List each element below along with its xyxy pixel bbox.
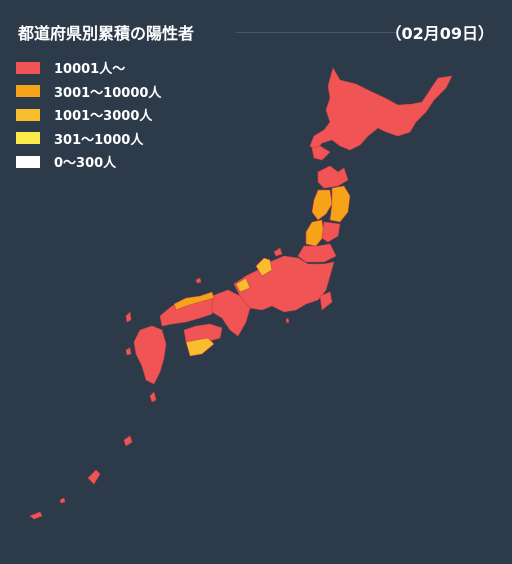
map-date: （02月09日） [385, 24, 494, 43]
legend-item: 10001人〜 [16, 56, 161, 80]
region-yaeyama[interactable] [29, 511, 43, 520]
region-sado[interactable] [273, 247, 283, 257]
region-kyushu[interactable] [133, 325, 167, 385]
legend-swatch [16, 85, 40, 98]
region-kansai[interactable] [211, 289, 251, 337]
region-hokkaido-southwest[interactable] [311, 145, 331, 161]
region-amami[interactable] [123, 435, 133, 447]
region-okinawa[interactable] [87, 469, 101, 485]
region-tottori-shimane[interactable] [173, 291, 215, 311]
legend-label: 1001〜3000人 [54, 109, 153, 125]
legend-swatch [16, 61, 40, 74]
legend-label: 301〜1000人 [54, 132, 144, 148]
legend-item: 3001〜10000人 [16, 80, 161, 104]
region-yamagata[interactable] [305, 219, 325, 247]
map-title: 都道府県別累積の陽性者 [18, 24, 195, 43]
legend-item: 0〜300人 [16, 150, 161, 174]
region-akita[interactable] [311, 189, 333, 221]
legend-swatch [16, 108, 40, 121]
legend-swatch [16, 155, 40, 168]
region-tanegashima[interactable] [149, 391, 157, 403]
region-ishikawa[interactable] [255, 257, 273, 277]
title-rule [236, 32, 396, 33]
region-fukui[interactable] [235, 277, 251, 293]
legend: 10001人〜 3001〜10000人 1001〜3000人 301〜1000人… [16, 56, 161, 174]
region-chiba[interactable] [319, 291, 333, 311]
region-fukushima[interactable] [297, 243, 337, 263]
legend-swatch [16, 132, 40, 145]
region-goto[interactable] [125, 347, 132, 356]
region-oki[interactable] [195, 277, 202, 284]
legend-label: 0〜300人 [54, 156, 117, 172]
region-kochi[interactable] [185, 337, 215, 357]
region-hokkaido[interactable] [309, 67, 453, 151]
legend-item: 301〜1000人 [16, 127, 161, 151]
region-miyagi[interactable] [321, 221, 341, 243]
legend-label: 10001人〜 [54, 62, 126, 78]
region-iwate[interactable] [329, 185, 351, 223]
region-tsushima[interactable] [125, 311, 132, 323]
legend-label: 3001〜10000人 [54, 85, 162, 101]
map-header: 都道府県別累積の陽性者 （02月09日） [18, 20, 498, 44]
region-aomori[interactable] [317, 165, 349, 189]
region-izu-islands[interactable] [285, 317, 290, 324]
region-miyako[interactable] [59, 497, 66, 504]
legend-item: 1001〜3000人 [16, 103, 161, 127]
region-kanto-chubu[interactable] [233, 255, 335, 313]
